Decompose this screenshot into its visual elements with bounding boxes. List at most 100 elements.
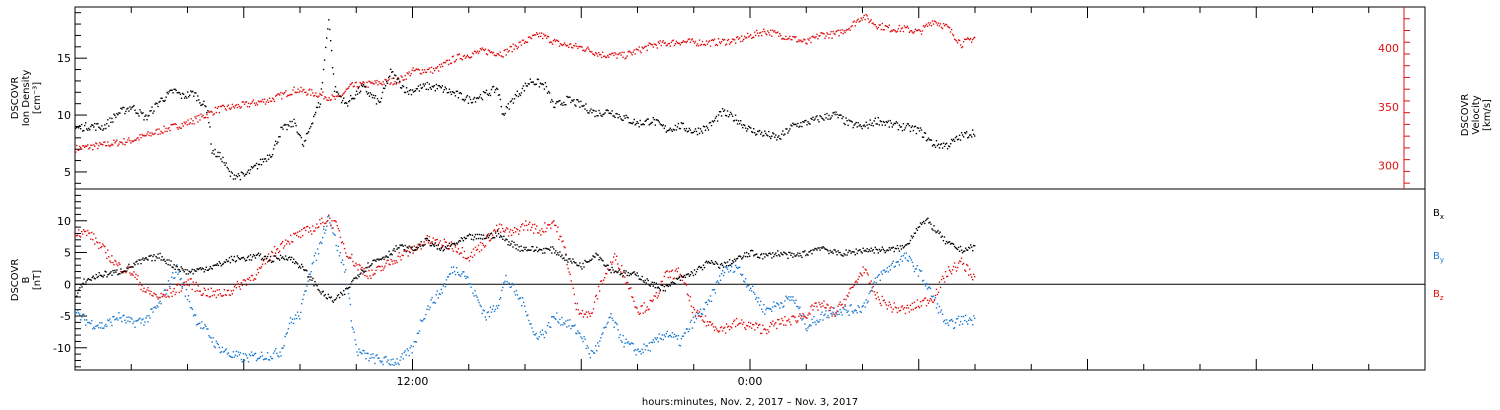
density-series-point <box>149 110 151 112</box>
by-series-point <box>385 355 387 358</box>
bx-series-point <box>123 270 125 272</box>
by-series-point <box>684 332 687 334</box>
velocity-series-point <box>146 133 148 135</box>
velocity-series-point <box>319 93 321 95</box>
density-series-point <box>280 126 282 129</box>
density-series-point <box>827 118 829 120</box>
density-series-point <box>395 75 397 77</box>
density-series-point <box>296 131 298 133</box>
velocity-series-point <box>600 56 603 59</box>
velocity-series-point <box>382 81 384 83</box>
velocity-series-point <box>805 42 807 44</box>
density-series-point <box>568 96 570 98</box>
bx-series-point <box>539 248 541 250</box>
bx-series-point <box>346 287 348 289</box>
bx-series-point <box>892 246 894 248</box>
velocity-series-point <box>94 145 96 148</box>
density-series-point <box>912 129 915 132</box>
by-series-point <box>303 294 305 296</box>
velocity-series-point <box>807 38 809 40</box>
density-series-point <box>817 119 819 121</box>
velocity-series-point <box>368 80 370 82</box>
density-series-point <box>700 130 703 132</box>
velocity-series-point <box>359 81 361 84</box>
bx-series-point <box>869 250 871 252</box>
velocity-series-point <box>527 36 530 38</box>
density-series-point <box>683 128 686 130</box>
bx-series-point <box>274 255 277 257</box>
bz-series-point <box>355 262 357 264</box>
by-series-point <box>518 297 521 299</box>
density-series-point <box>896 122 899 124</box>
density-series-point <box>812 116 814 118</box>
bz-series-point <box>940 278 943 281</box>
density-series-point <box>460 93 463 95</box>
bx-series-point <box>211 268 213 270</box>
bx-series-point <box>208 268 210 270</box>
by-series-point <box>813 316 815 318</box>
by-series-point <box>424 317 426 320</box>
density-series-point <box>265 160 268 162</box>
bx-series-point <box>744 252 746 254</box>
field-axis-label-line: [nT] <box>32 270 43 290</box>
bz-series-point <box>465 257 468 260</box>
density-series-point <box>190 90 192 92</box>
density-series-point <box>212 149 214 152</box>
density-series-point <box>789 128 791 130</box>
bx-series-point <box>527 249 529 251</box>
density-series-point <box>889 119 891 122</box>
bz-series-point <box>774 323 776 325</box>
by-series-point <box>156 304 158 307</box>
bx-series-point <box>285 258 288 260</box>
bx-series-point <box>227 260 230 262</box>
velocity-series-point <box>256 104 259 106</box>
bx-series-point <box>657 286 659 288</box>
by-series-point <box>703 308 706 311</box>
by-series-point <box>433 301 435 303</box>
bx-series-point <box>560 255 562 258</box>
density-series-point <box>860 125 862 128</box>
density-series-point <box>916 127 919 129</box>
velocity-series-point <box>212 114 214 116</box>
by-series-point <box>296 311 299 313</box>
bx-series-point <box>596 253 598 256</box>
bz-series-point <box>251 274 254 277</box>
density-series-point <box>294 122 296 124</box>
density-series-point <box>676 126 679 128</box>
density-series-point <box>515 95 518 97</box>
density-series-point <box>399 87 402 89</box>
velocity-series-point <box>576 45 578 47</box>
velocity-series-point <box>487 49 490 51</box>
by-series-point <box>911 261 914 264</box>
bx-series-point <box>378 259 380 261</box>
density-series-point <box>394 74 396 76</box>
velocity-series-point <box>143 134 145 137</box>
velocity-series-point <box>572 47 574 49</box>
velocity-series-point <box>718 41 721 43</box>
bz-series-point <box>131 273 133 275</box>
bz-series-point <box>195 281 197 284</box>
by-series-point <box>733 270 736 273</box>
velocity-series-point <box>655 44 657 46</box>
bz-series-point <box>113 264 115 266</box>
density-series-point <box>654 124 656 126</box>
density-series-point <box>729 111 732 114</box>
density-series-point <box>425 88 427 90</box>
bx-series-point <box>450 244 453 246</box>
by-series-point <box>482 309 484 311</box>
by-series-point <box>922 279 925 282</box>
by-series-point <box>711 289 714 291</box>
velocity-series-point <box>103 141 105 143</box>
density-series-point <box>223 162 225 164</box>
by-series-point <box>917 275 920 277</box>
bz-series-point <box>599 280 602 283</box>
bx-series-point <box>504 239 506 242</box>
by-series-point <box>109 318 111 320</box>
bx-series-point <box>374 259 376 261</box>
by-series-point <box>737 266 740 269</box>
velocity-series-point <box>291 93 293 96</box>
density-series-point <box>300 136 303 139</box>
bx-series-point <box>244 260 247 262</box>
by-series-point <box>760 300 762 303</box>
bx-series-point <box>454 244 457 246</box>
